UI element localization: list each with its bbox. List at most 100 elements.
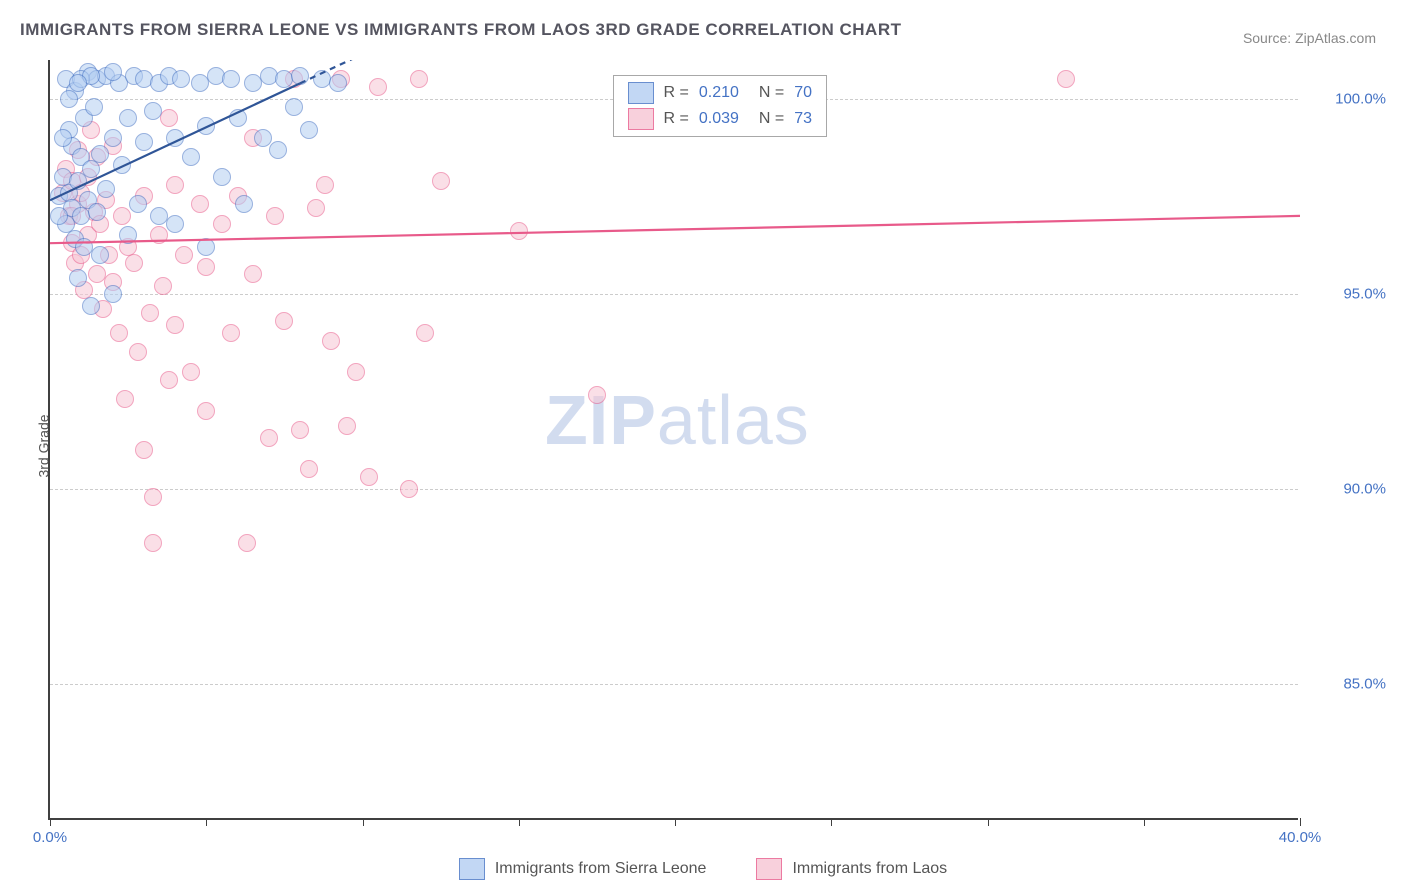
data-point bbox=[213, 215, 231, 233]
data-point bbox=[119, 109, 137, 127]
data-point bbox=[197, 117, 215, 135]
data-point bbox=[322, 332, 340, 350]
r-value: 0.039 bbox=[699, 110, 739, 128]
data-point bbox=[222, 324, 240, 342]
gridline bbox=[50, 489, 1298, 490]
data-point bbox=[1057, 70, 1075, 88]
data-point bbox=[54, 129, 72, 147]
data-point bbox=[110, 324, 128, 342]
x-tick-label: 0.0% bbox=[33, 829, 67, 846]
data-point bbox=[135, 133, 153, 151]
data-point bbox=[510, 222, 528, 240]
data-point bbox=[347, 363, 365, 381]
data-point bbox=[400, 480, 418, 498]
data-point bbox=[82, 160, 100, 178]
data-point bbox=[104, 129, 122, 147]
data-point bbox=[160, 109, 178, 127]
x-tick bbox=[675, 818, 676, 826]
legend-label: Immigrants from Laos bbox=[792, 860, 947, 878]
data-point bbox=[88, 203, 106, 221]
data-point bbox=[285, 98, 303, 116]
data-point bbox=[144, 102, 162, 120]
legend-bottom: Immigrants from Sierra Leone Immigrants … bbox=[0, 858, 1406, 880]
data-point bbox=[300, 460, 318, 478]
data-point bbox=[113, 207, 131, 225]
n-value: 70 bbox=[794, 84, 812, 102]
data-point bbox=[238, 534, 256, 552]
data-point bbox=[197, 402, 215, 420]
data-point bbox=[150, 226, 168, 244]
gridline bbox=[50, 684, 1298, 685]
x-tick bbox=[988, 818, 989, 826]
x-tick bbox=[1144, 818, 1145, 826]
r-label: R = bbox=[664, 110, 689, 128]
data-point bbox=[329, 74, 347, 92]
x-tick bbox=[50, 818, 51, 826]
data-point bbox=[360, 468, 378, 486]
data-point bbox=[135, 441, 153, 459]
data-point bbox=[160, 371, 178, 389]
data-point bbox=[300, 121, 318, 139]
data-point bbox=[69, 74, 87, 92]
x-tick bbox=[519, 818, 520, 826]
legend-swatch bbox=[756, 858, 782, 880]
x-tick bbox=[831, 818, 832, 826]
data-point bbox=[69, 269, 87, 287]
data-point bbox=[172, 70, 190, 88]
data-point bbox=[166, 129, 184, 147]
data-point bbox=[254, 129, 272, 147]
data-point bbox=[182, 148, 200, 166]
data-point bbox=[119, 226, 137, 244]
r-value: 0.210 bbox=[699, 84, 739, 102]
n-label: N = bbox=[759, 110, 784, 128]
data-point bbox=[197, 238, 215, 256]
data-point bbox=[50, 207, 68, 225]
data-point bbox=[235, 195, 253, 213]
legend-swatch bbox=[628, 108, 654, 130]
data-point bbox=[104, 285, 122, 303]
data-point bbox=[338, 417, 356, 435]
data-point bbox=[197, 258, 215, 276]
data-point bbox=[166, 215, 184, 233]
data-point bbox=[91, 145, 109, 163]
y-tick-label: 100.0% bbox=[1335, 90, 1386, 107]
data-point bbox=[291, 67, 309, 85]
data-point bbox=[154, 277, 172, 295]
x-tick-label: 40.0% bbox=[1279, 829, 1322, 846]
x-tick bbox=[1300, 818, 1301, 826]
data-point bbox=[191, 195, 209, 213]
chart-title: IMMIGRANTS FROM SIERRA LEONE VS IMMIGRAN… bbox=[20, 20, 902, 40]
r-label: R = bbox=[664, 84, 689, 102]
legend-label: Immigrants from Sierra Leone bbox=[495, 860, 707, 878]
n-label: N = bbox=[759, 84, 784, 102]
data-point bbox=[213, 168, 231, 186]
data-point bbox=[166, 176, 184, 194]
data-point bbox=[129, 343, 147, 361]
legend-item: Immigrants from Laos bbox=[756, 858, 947, 880]
data-point bbox=[416, 324, 434, 342]
data-point bbox=[410, 70, 428, 88]
data-point bbox=[588, 386, 606, 404]
data-point bbox=[291, 421, 309, 439]
gridline bbox=[50, 294, 1298, 295]
scatter-plot: ZIPatlas 85.0%90.0%95.0%100.0%0.0%40.0% … bbox=[48, 60, 1298, 820]
data-point bbox=[244, 265, 262, 283]
legend-stat-row: R = 0.210 N = 70 bbox=[628, 80, 813, 106]
data-point bbox=[175, 246, 193, 264]
y-tick-label: 95.0% bbox=[1343, 285, 1386, 302]
legend-stat-row: R = 0.039 N = 73 bbox=[628, 106, 813, 132]
data-point bbox=[144, 534, 162, 552]
data-point bbox=[316, 176, 334, 194]
source-label: Source: ZipAtlas.com bbox=[1243, 30, 1376, 46]
data-point bbox=[266, 207, 284, 225]
y-tick-label: 85.0% bbox=[1343, 675, 1386, 692]
data-point bbox=[104, 63, 122, 81]
data-point bbox=[85, 98, 103, 116]
data-point bbox=[91, 246, 109, 264]
n-value: 73 bbox=[794, 110, 812, 128]
data-point bbox=[116, 390, 134, 408]
data-point bbox=[432, 172, 450, 190]
data-point bbox=[97, 180, 115, 198]
data-point bbox=[260, 429, 278, 447]
data-point bbox=[307, 199, 325, 217]
